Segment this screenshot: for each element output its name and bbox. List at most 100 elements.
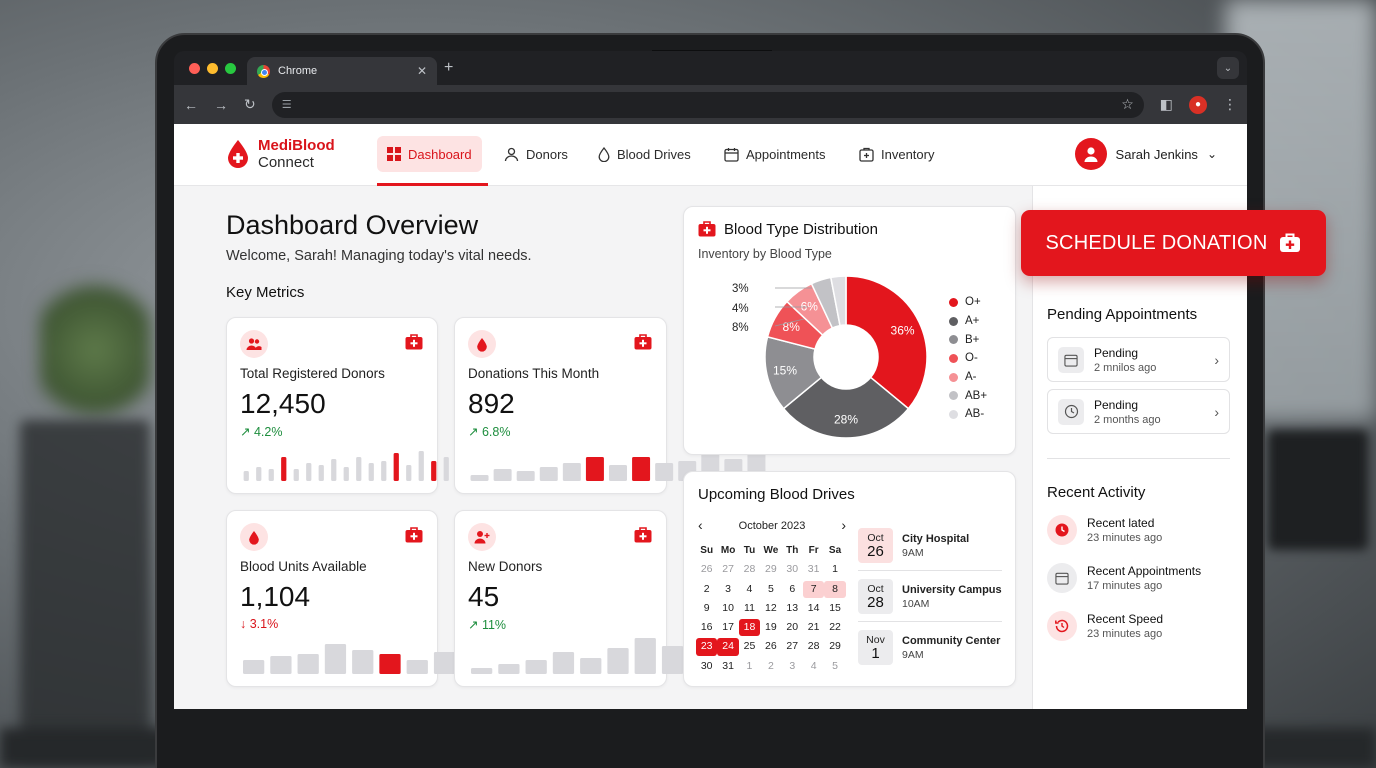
- drive-item[interactable]: Oct 26 City Hospital 9AM: [858, 528, 969, 563]
- calendar-day[interactable]: 27: [722, 563, 734, 576]
- spark-bar: [243, 660, 265, 674]
- browser-menu-icon[interactable]: ⋮: [1223, 96, 1237, 112]
- calendar-day[interactable]: 15: [829, 601, 841, 614]
- first-aid-kit-icon: [634, 334, 652, 350]
- drive-time: 9AM: [902, 546, 924, 559]
- tab-search-button[interactable]: ⌄: [1217, 57, 1239, 79]
- calendar-day[interactable]: 16: [700, 621, 713, 634]
- calendar-day[interactable]: 26: [700, 563, 713, 576]
- calendar-day[interactable]: 5: [767, 582, 774, 595]
- drive-item[interactable]: Oct 28 University Campus 10AM: [858, 579, 1002, 614]
- calendar-prev-button[interactable]: ‹: [698, 517, 703, 533]
- metric-card-donations-month[interactable]: Donations This Month 892 ↗ 6.8%: [454, 317, 766, 494]
- app-screen: MediBlood Connect Dashboard Donors Blood…: [174, 124, 1247, 709]
- legend-label: O-: [965, 352, 978, 365]
- calendar-day[interactable]: 20: [786, 621, 799, 634]
- calendar-day[interactable]: 10: [722, 601, 734, 614]
- calendar-day[interactable]: 3: [725, 582, 731, 595]
- nav-donors[interactable]: Donors: [494, 136, 578, 172]
- calendar-day[interactable]: 5: [832, 659, 838, 672]
- calendar-day[interactable]: 4: [746, 582, 753, 595]
- nav-blood-drives[interactable]: Blood Drives: [588, 136, 701, 172]
- calendar-day[interactable]: 23: [696, 638, 718, 656]
- calendar-icon: [1047, 563, 1077, 593]
- browser-profile-icon[interactable]: ●: [1189, 95, 1207, 114]
- calendar-day[interactable]: 25: [743, 640, 756, 653]
- calendar-day[interactable]: 13: [786, 601, 799, 614]
- activity-item[interactable]: Recent Speed 23 minutes ago: [1047, 611, 1163, 641]
- user-name: Sarah Jenkins: [1115, 146, 1198, 162]
- calendar-day[interactable]: 1: [832, 563, 838, 576]
- bookmark-star-icon[interactable]: ☆: [1121, 96, 1134, 112]
- activity-item[interactable]: Recent lated 23 minutes ago: [1047, 515, 1162, 545]
- calendar-day[interactable]: 18: [738, 619, 761, 637]
- divider: [858, 621, 1002, 622]
- calendar-day[interactable]: 2: [703, 582, 710, 595]
- calendar-day[interactable]: 31: [722, 659, 734, 672]
- tab-close-icon[interactable]: ✕: [416, 64, 427, 78]
- site-settings-icon[interactable]: ☰: [281, 99, 292, 111]
- close-window-button[interactable]: [189, 63, 200, 74]
- calendar-day[interactable]: 28: [743, 563, 756, 576]
- browser-tab[interactable]: Chrome ✕: [247, 57, 437, 85]
- calendar-day[interactable]: 7: [802, 580, 825, 598]
- calendar-day[interactable]: 30: [786, 563, 799, 576]
- metric-card-new-donors[interactable]: New Donors 45 ↗ 11%: [454, 510, 765, 687]
- activity-item[interactable]: Recent Appointments 17 minutes ago: [1047, 563, 1201, 593]
- pending-appointment-item[interactable]: Pending 2 months ago ›: [1047, 389, 1230, 434]
- calendar-day[interactable]: 26: [765, 640, 777, 653]
- pie-subtitle: Inventory by Blood Type: [698, 247, 832, 261]
- user-menu[interactable]: Sarah Jenkins ⌄: [1074, 138, 1217, 170]
- legend-swatch: [949, 353, 958, 363]
- calendar-day[interactable]: 12: [765, 601, 777, 614]
- nav-dashboard-label: Dashboard: [408, 146, 472, 162]
- calendar-day[interactable]: 29: [765, 563, 777, 576]
- schedule-donation-button[interactable]: SCHEDULE DONATION: [1021, 210, 1326, 276]
- reload-icon[interactable]: ↻: [244, 96, 256, 112]
- spark-bar: [406, 465, 412, 481]
- spark-bar: [609, 465, 627, 481]
- calendar-day[interactable]: 4: [810, 659, 817, 672]
- calendar-day[interactable]: 6: [789, 582, 796, 595]
- calendar-day[interactable]: 14: [807, 601, 820, 614]
- calendar-day[interactable]: 3: [789, 659, 796, 672]
- calendar-day[interactable]: 27: [786, 640, 799, 653]
- nav-blood-drives-label: Blood Drives: [617, 146, 691, 162]
- forward-arrow-icon[interactable]: →: [214, 96, 228, 113]
- metric-card-total-donors[interactable]: Total Registered Donors 12,450 ↗ 4.2%: [226, 317, 537, 494]
- nav-dashboard[interactable]: Dashboard: [377, 136, 482, 172]
- page-title: Dashboard Overview: [226, 210, 479, 240]
- calendar-day[interactable]: 9: [703, 601, 710, 614]
- calendar-day[interactable]: 8: [824, 580, 846, 598]
- pie-slice-o-negpos[interactable]: [845, 275, 928, 410]
- calendar-day[interactable]: 2: [767, 659, 774, 672]
- calendar-day[interactable]: 28: [807, 640, 820, 653]
- calendar-day[interactable]: 24: [717, 638, 739, 656]
- drive-item[interactable]: Nov 1 Community Center 9AM: [858, 630, 1000, 665]
- calendar-day[interactable]: 31: [807, 563, 820, 576]
- calendar-day[interactable]: 1: [746, 659, 753, 672]
- address-bar[interactable]: ☰ ☆: [271, 91, 1144, 118]
- side-panel-icon[interactable]: ◧: [1159, 96, 1173, 112]
- metric-card-blood-units[interactable]: Blood Units Available 1,104 ↓ 3.1%: [226, 510, 537, 687]
- calendar-day[interactable]: 30: [700, 659, 713, 672]
- pending-appointment-item[interactable]: Pending 2 mnilos ago ›: [1047, 337, 1230, 382]
- drive-date-badge: Nov 1: [858, 630, 893, 665]
- chevron-right-icon: ›: [1214, 403, 1219, 420]
- calendar-day[interactable]: 17: [722, 621, 734, 634]
- new-tab-button[interactable]: +: [444, 59, 454, 76]
- minimize-window-button[interactable]: [207, 63, 218, 74]
- nav-inventory[interactable]: Inventory: [849, 136, 944, 172]
- brand-logo[interactable]: MediBlood Connect: [226, 137, 335, 171]
- calendar-day[interactable]: 19: [765, 621, 777, 634]
- nav-appointments[interactable]: Appointments: [714, 136, 836, 172]
- maximize-window-button[interactable]: [225, 63, 236, 74]
- calendar-next-button[interactable]: ›: [841, 517, 846, 533]
- back-arrow-icon[interactable]: ←: [184, 96, 198, 113]
- calendar-day[interactable]: 11: [744, 601, 755, 614]
- pie-slice-ab-neg[interactable]: [829, 275, 847, 327]
- pie-slice-a-negpos[interactable]: [782, 376, 910, 439]
- calendar-day[interactable]: 29: [829, 640, 841, 653]
- calendar-day[interactable]: 22: [829, 621, 841, 634]
- calendar-day[interactable]: 21: [807, 621, 820, 634]
